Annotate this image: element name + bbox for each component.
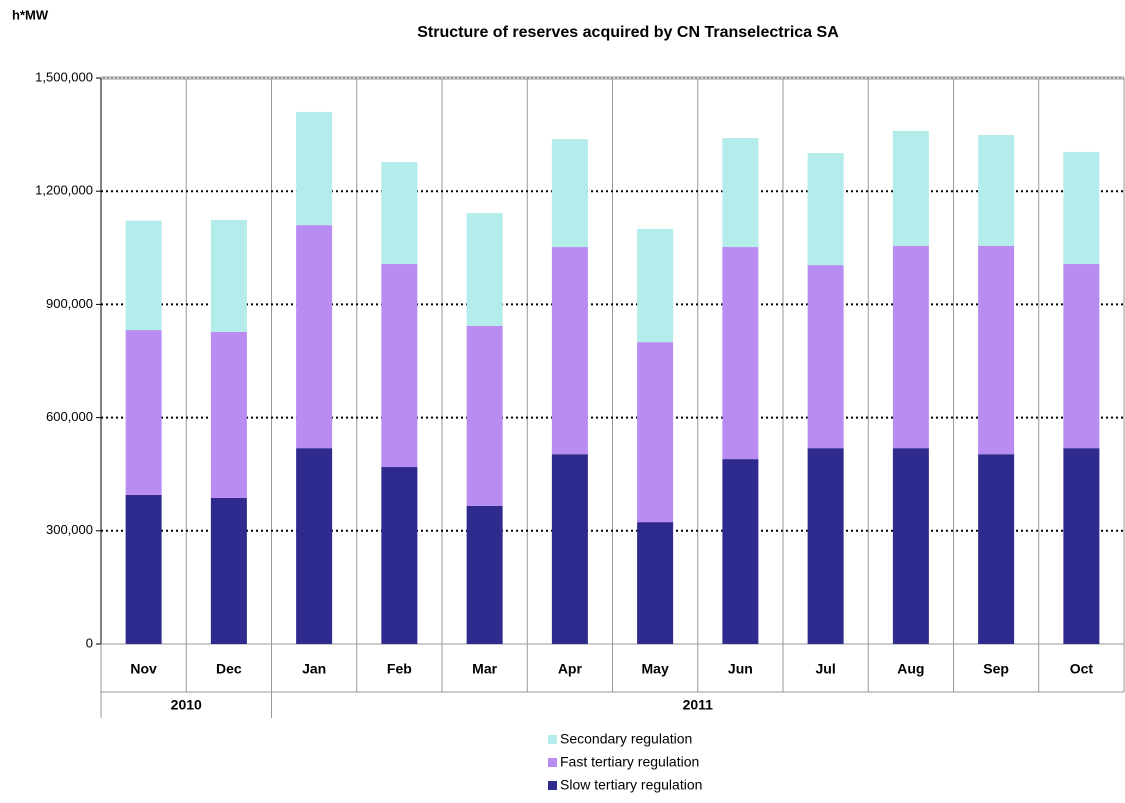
legend-swatch	[548, 781, 557, 790]
bar-segment	[125, 494, 162, 644]
bar-segment	[466, 505, 503, 644]
bar-segment	[1063, 264, 1100, 449]
bar-segment	[722, 247, 759, 460]
y-tick-label: 600,000	[46, 409, 93, 424]
bar-segment	[125, 220, 162, 331]
bar-segment	[466, 325, 503, 506]
legend-label: Fast tertiary regulation	[560, 754, 699, 770]
x-tick-label: Sep	[983, 661, 1009, 677]
legend-swatch	[548, 758, 557, 767]
bar-segment	[978, 245, 1015, 455]
bar-segment	[807, 448, 844, 644]
x-tick-label: May	[642, 661, 669, 677]
bar-segment	[381, 264, 418, 468]
x-tick-label: Nov	[130, 661, 157, 677]
bar-segment	[978, 134, 1015, 246]
bar-segment	[466, 213, 503, 326]
x-tick-label: Jul	[816, 661, 836, 677]
x-tick-label: Aug	[897, 661, 924, 677]
bar-segment	[551, 247, 588, 455]
bar-segment	[637, 228, 674, 343]
y-tick-label: 900,000	[46, 296, 93, 311]
bar-segment	[1063, 448, 1100, 644]
bar-segment	[807, 153, 844, 266]
legend-label: Secondary regulation	[560, 731, 692, 747]
bar-segment	[296, 225, 333, 449]
bar-segment	[892, 448, 929, 644]
x-tick-label: Apr	[558, 661, 583, 677]
bar-segment	[637, 342, 674, 523]
bar-segment	[296, 111, 333, 226]
bar-segment	[551, 454, 588, 644]
bar-segment	[210, 331, 247, 498]
x-tick-label: Feb	[387, 661, 412, 677]
bar-segment	[1063, 151, 1100, 265]
group-label: 2010	[171, 697, 202, 713]
bar-segment	[125, 330, 162, 495]
bar-segment	[807, 265, 844, 449]
y-tick-label: 300,000	[46, 522, 93, 537]
bar-segment	[296, 448, 333, 644]
x-tick-label: Dec	[216, 661, 242, 677]
x-tick-label: Oct	[1070, 661, 1094, 677]
y-axis-label: h*MW	[12, 7, 49, 22]
bar-segment	[892, 130, 929, 246]
legend-label: Slow tertiary regulation	[560, 777, 702, 793]
x-tick-label: Jan	[302, 661, 326, 677]
x-tick-label: Jun	[728, 661, 753, 677]
x-tick-label: Mar	[472, 661, 497, 677]
bar-segment	[892, 245, 929, 449]
bar-segment	[722, 137, 759, 248]
y-tick-label: 1,200,000	[35, 183, 93, 198]
bar-segment	[978, 454, 1015, 644]
legend-swatch	[548, 735, 557, 744]
bar-segment	[381, 467, 418, 644]
bar-segment	[381, 162, 418, 265]
bar-segment	[722, 459, 759, 644]
bar-segment	[637, 522, 674, 644]
y-tick-label: 1,500,000	[35, 69, 93, 84]
bar-segment	[210, 219, 247, 332]
group-label: 2011	[683, 697, 714, 713]
bar-segment	[551, 139, 588, 248]
bar-segment	[210, 497, 247, 644]
y-tick-label: 0	[86, 635, 93, 650]
chart-title: Structure of reserves acquired by CN Tra…	[417, 24, 839, 41]
